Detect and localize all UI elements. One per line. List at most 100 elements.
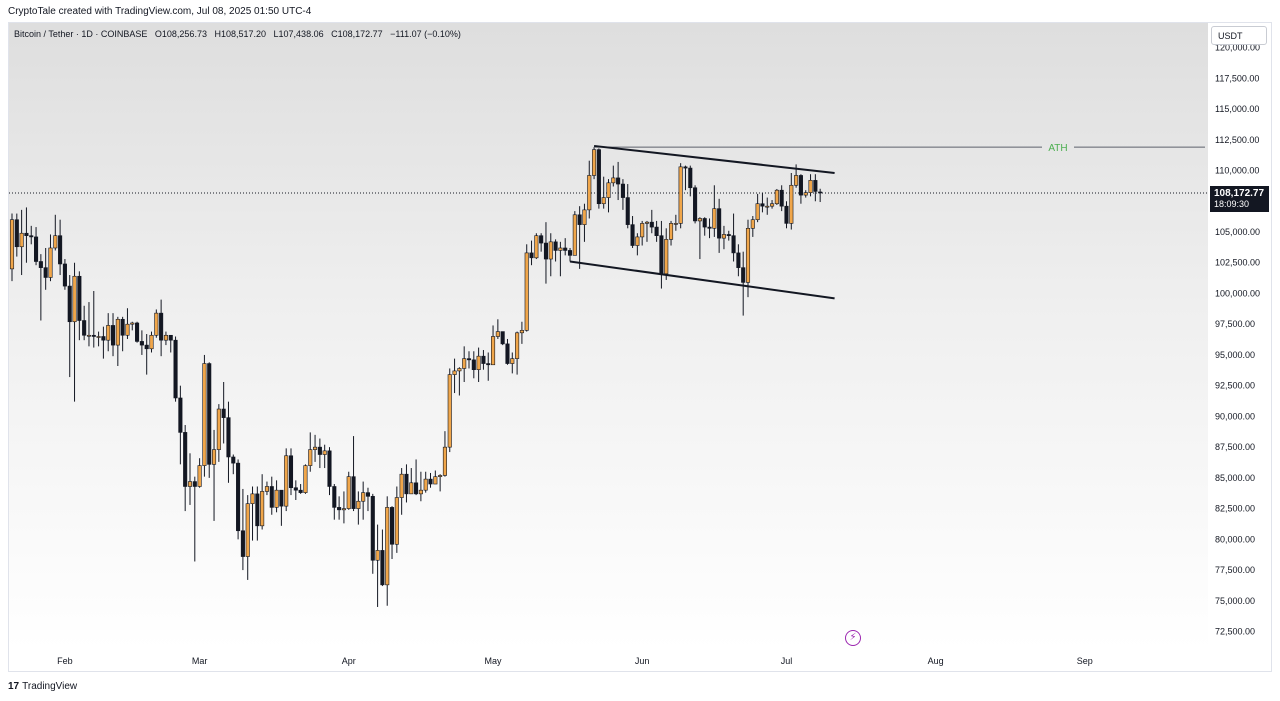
- candle-body: [491, 336, 496, 366]
- lightning-icon[interactable]: ⚡: [845, 630, 861, 646]
- trendline: [593, 144, 835, 174]
- candle-body: [24, 232, 29, 236]
- candle-body: [29, 235, 34, 238]
- candle-body: [327, 450, 332, 487]
- x-tick-label: Jul: [781, 656, 793, 666]
- candle-body: [332, 486, 337, 508]
- candle-body: [86, 334, 92, 337]
- candle-body: [202, 363, 207, 466]
- candle-body: [207, 363, 212, 465]
- candle-body: [187, 481, 193, 487]
- candle-body: [375, 550, 380, 561]
- candle-body: [673, 223, 678, 225]
- tradingview-logo-icon: 17: [8, 681, 20, 692]
- candle-body: [462, 358, 467, 369]
- candle-body: [697, 218, 702, 222]
- candle-body: [255, 493, 260, 527]
- x-tick-label: May: [485, 656, 503, 666]
- y-tick-label: 102,500.00: [1215, 258, 1260, 268]
- candle-body: [755, 203, 760, 221]
- candle-body: [216, 408, 221, 450]
- candle-body: [43, 267, 48, 278]
- candle-body: [221, 408, 226, 418]
- candle-body: [361, 492, 366, 502]
- candle-body: [750, 219, 755, 229]
- candle-body: [91, 334, 96, 337]
- candle-body: [664, 239, 669, 275]
- plot-area[interactable]: [9, 23, 1208, 650]
- candle-body: [587, 175, 592, 211]
- candle-body: [9, 219, 15, 270]
- candle-body: [163, 334, 168, 341]
- y-tick-label: 72,500.00: [1215, 627, 1255, 637]
- candle-body: [264, 486, 269, 492]
- candle-body: [48, 247, 53, 278]
- y-tick-label: 90,000.00: [1215, 411, 1255, 421]
- y-tick-label: 95,000.00: [1215, 350, 1255, 360]
- x-tick-label: Apr: [342, 656, 356, 666]
- candle-body: [510, 358, 515, 364]
- candle-body: [803, 192, 808, 196]
- ohlc-low: L107,438.06: [273, 29, 324, 39]
- candle-body: [72, 275, 77, 323]
- candle-body: [717, 208, 722, 239]
- candle-body: [611, 177, 616, 184]
- candle-body: [505, 343, 510, 364]
- candle-body: [356, 500, 361, 509]
- candle-body: [438, 475, 443, 477]
- candle-body: [14, 219, 19, 248]
- x-tick-label: Sep: [1077, 656, 1093, 666]
- y-tick-label: 80,000.00: [1215, 534, 1255, 544]
- candle-body: [101, 336, 106, 341]
- candle-body: [558, 247, 563, 251]
- candle-body: [798, 175, 803, 196]
- candle-body: [370, 496, 375, 561]
- candle-body: [693, 187, 698, 222]
- candle-body: [433, 476, 438, 485]
- candle-body: [197, 465, 202, 487]
- candle-body: [500, 331, 505, 345]
- candle-body: [678, 166, 683, 224]
- candle-body: [640, 223, 645, 238]
- candle-body: [226, 417, 231, 458]
- trendline: [569, 260, 835, 300]
- candle-body: [625, 197, 630, 225]
- ohlc-high: H108,517.20: [214, 29, 267, 39]
- candle-body: [563, 247, 568, 251]
- candle-body: [269, 486, 274, 508]
- tradingview-logo[interactable]: 17 TradingView: [8, 681, 77, 692]
- candle-body: [779, 189, 784, 207]
- candle-body: [211, 449, 217, 465]
- candle-body: [110, 325, 116, 346]
- y-tick-label: 87,500.00: [1215, 442, 1255, 452]
- candle-body: [173, 339, 178, 399]
- candle-body: [279, 489, 284, 507]
- currency-selector[interactable]: USDT: [1211, 26, 1267, 45]
- y-tick-label: 105,000.00: [1215, 227, 1260, 237]
- candle-body: [486, 363, 491, 366]
- candle-body: [288, 455, 294, 489]
- y-tick-label: 110,000.00: [1215, 166, 1259, 176]
- candle-body: [313, 446, 318, 450]
- tradingview-logo-text: TradingView: [22, 681, 78, 692]
- candle-body: [519, 330, 524, 334]
- candle-body: [760, 203, 765, 207]
- candle-body: [601, 197, 606, 205]
- candle-body: [702, 218, 707, 228]
- candle-body: [577, 214, 582, 225]
- candle-body: [534, 235, 539, 259]
- candle-body: [303, 465, 308, 493]
- candle-body: [423, 478, 428, 491]
- candle-body: [149, 334, 154, 350]
- candle-body: [322, 450, 327, 455]
- candle-body: [606, 182, 611, 198]
- x-tick-label: Aug: [928, 656, 944, 666]
- candle-body: [721, 234, 726, 239]
- candle-body: [572, 214, 577, 256]
- candle-body: [130, 322, 135, 325]
- candle-body: [784, 205, 789, 224]
- candle-body: [308, 449, 313, 466]
- symbol-name[interactable]: Bitcoin / Tether · 1D · COINBASE: [14, 29, 148, 39]
- candle-body: [168, 334, 173, 341]
